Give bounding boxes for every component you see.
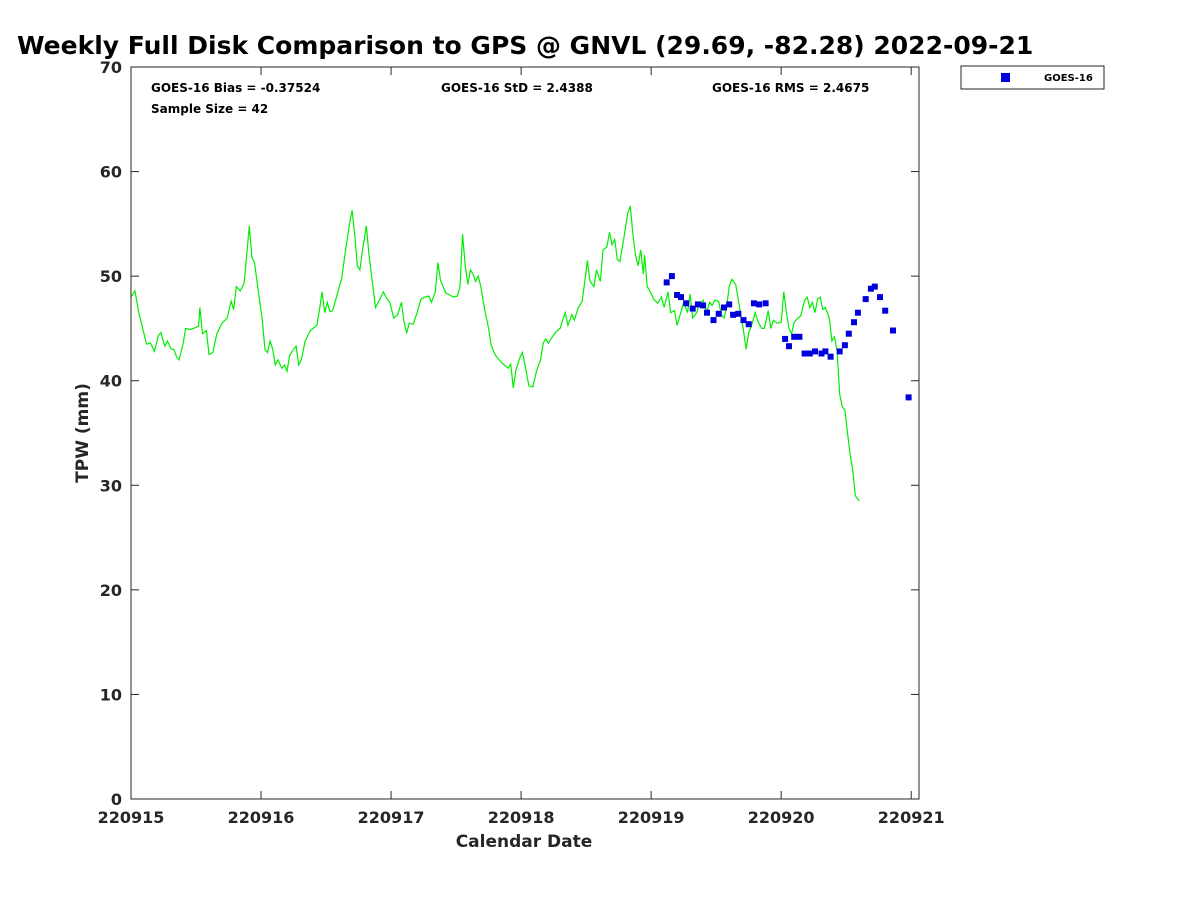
y-tick-label: 60 xyxy=(100,163,122,182)
x-tick-label: 220916 xyxy=(228,808,295,827)
goes16-point xyxy=(812,348,818,355)
goes16-point xyxy=(668,273,675,280)
goes16-point xyxy=(827,353,834,360)
std-stat: GOES-16 StD = 2.4388 xyxy=(441,81,593,95)
goes16-point xyxy=(882,307,889,314)
goes16-point xyxy=(822,348,829,355)
y-tick-label: 0 xyxy=(111,790,122,809)
sample-size-stat: Sample Size = 42 xyxy=(151,102,268,116)
x-tick-label: 220915 xyxy=(98,808,165,827)
rms-stat: GOES-16 RMS = 2.4675 xyxy=(712,81,869,95)
chart-title: Weekly Full Disk Comparison to GPS @ GNV… xyxy=(17,31,1033,60)
goes16-point xyxy=(710,317,717,324)
goes16-point xyxy=(740,317,747,324)
y-axis: 0 10 20 30 40 50 60 70 xyxy=(100,58,919,809)
x-tick-label: 220921 xyxy=(878,808,945,827)
y-tick-label: 10 xyxy=(100,685,122,704)
legend-marker xyxy=(1001,73,1010,82)
x-axis-label: Calendar Date xyxy=(456,832,593,852)
gps-tpw-line xyxy=(130,205,860,502)
goes16-point xyxy=(762,300,769,307)
goes16-point xyxy=(890,327,896,334)
legend-box xyxy=(960,65,1105,90)
y-tick-label: 40 xyxy=(100,372,122,391)
goes16-point xyxy=(836,348,843,355)
goes16-point xyxy=(704,309,710,316)
goes16-point xyxy=(721,304,727,311)
goes16-point xyxy=(689,305,696,312)
goes16-point xyxy=(715,310,722,317)
goes16-point xyxy=(782,335,789,342)
legend-label: GOES-16 xyxy=(1044,73,1093,84)
goes16-point xyxy=(841,342,848,349)
y-tick-label: 70 xyxy=(100,58,122,77)
goes16-point xyxy=(663,279,670,286)
goes16-point xyxy=(678,294,684,301)
goes16-point xyxy=(730,311,737,318)
y-axis-label: TPW (mm) xyxy=(73,383,93,483)
goes16-point xyxy=(877,294,883,301)
y-tick-label: 20 xyxy=(100,581,122,600)
goes16-point xyxy=(745,321,752,328)
goes16-point xyxy=(818,350,825,357)
x-tick-label: 220917 xyxy=(358,808,425,827)
goes16-point xyxy=(806,350,813,357)
y-tick-label: 30 xyxy=(100,476,122,495)
goes16-point xyxy=(845,330,852,337)
goes16-point xyxy=(796,333,803,340)
plot-area xyxy=(130,205,912,502)
x-tick-label: 220919 xyxy=(618,808,685,827)
goes16-point xyxy=(905,394,912,401)
y-tick-label: 50 xyxy=(100,267,122,286)
x-axis: 220915 220916 220917 220918 220919 220920 2209… xyxy=(98,67,945,827)
plot-frame xyxy=(130,66,920,800)
x-tick-label: 220920 xyxy=(748,808,815,827)
goes16-point xyxy=(851,319,857,326)
goes16-point xyxy=(756,301,763,308)
goes16-point xyxy=(726,301,733,308)
goes16-point xyxy=(674,292,681,298)
goes16-point xyxy=(700,302,707,309)
goes16-point xyxy=(862,296,869,303)
legend: GOES-16 xyxy=(960,65,1105,90)
goes16-point xyxy=(801,350,808,357)
goes16-point xyxy=(750,300,757,307)
x-tick-label: 220918 xyxy=(488,808,555,827)
goes16-point xyxy=(854,309,861,316)
bias-stat: GOES-16 Bias = -0.37524 xyxy=(151,81,320,95)
goes16-point xyxy=(735,310,742,317)
goes16-point xyxy=(683,300,690,307)
goes16-point xyxy=(791,333,798,340)
goes16-point xyxy=(867,285,874,292)
goes16-point xyxy=(871,283,878,290)
goes16-point xyxy=(786,343,792,350)
goes16-point xyxy=(694,301,701,308)
